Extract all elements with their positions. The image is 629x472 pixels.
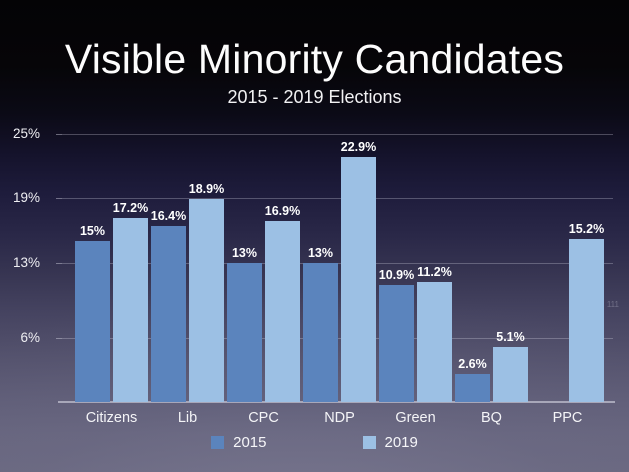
bar-value-label: 13% (231, 245, 258, 260)
gridline (62, 134, 613, 136)
bar-value-label: 22.9% (340, 139, 377, 154)
category-label-ndp: NDP (324, 410, 355, 426)
y-axis-tick-label: 6% (20, 329, 40, 345)
chart-legend: 2015 2019 (0, 430, 629, 454)
y-axis-tick-label: 19% (12, 190, 40, 206)
y-axis-tick-mark (56, 198, 62, 200)
bar-ndp-2019[interactable] (341, 156, 376, 402)
bar-cpc-2019[interactable] (265, 220, 300, 402)
y-axis-tick-label: 25% (12, 126, 40, 142)
bar-citizens-2019[interactable] (113, 217, 148, 402)
page-subtitle: 2015 - 2019 Elections (227, 87, 402, 107)
bar-value-label: 13% (307, 245, 334, 260)
category-label-citizens: Citizens (85, 410, 138, 426)
category-label-bq: BQ (481, 410, 502, 426)
bar-ppc-2019[interactable] (569, 239, 604, 402)
legend-swatch-icon (362, 435, 376, 449)
category-label-ppc: PPC (552, 410, 583, 426)
bar-bq-2015[interactable] (455, 374, 490, 402)
bar-chart-plot-area: 25% 19% 13% 6% 15% 17.2% 16.4% 18.9% 13% 16.9% 13… (13, 118, 615, 426)
category-label-lib: Lib (177, 410, 198, 426)
y-axis-tick-label: 13% (12, 254, 40, 270)
bar-ndp-2015[interactable] (303, 262, 338, 402)
bar-value-label: 16.9% (264, 203, 301, 218)
bar-value-label: 11.2% (417, 264, 452, 279)
x-axis-baseline (58, 401, 615, 403)
y-axis-tick-mark (56, 134, 62, 136)
legend-item-2015[interactable]: 2015 (211, 433, 267, 451)
bar-value-label: 10.9% (378, 268, 415, 283)
legend-item-2019[interactable]: 2019 (362, 433, 418, 451)
bar-value-label: 18.9% (188, 182, 225, 197)
bar-value-label: 17.2% (112, 200, 149, 215)
bar-lib-2019[interactable] (189, 199, 224, 402)
legend-label: 2019 (384, 433, 418, 451)
bar-green-2019[interactable] (417, 281, 452, 402)
slide-number: 111 (606, 300, 619, 309)
y-axis-tick-mark (56, 262, 62, 264)
page-title: Visible Minority Candidates (64, 36, 565, 82)
bar-value-label: 16.4% (150, 209, 187, 224)
bar-green-2015[interactable] (379, 285, 414, 402)
bar-value-label: 5.1% (496, 330, 525, 345)
bar-value-label: 15.2% (568, 222, 605, 237)
y-axis-tick-mark (56, 337, 62, 339)
category-label-cpc: CPC (248, 410, 279, 426)
bar-lib-2015[interactable] (151, 226, 186, 402)
gridline (62, 198, 613, 200)
legend-swatch-icon (211, 435, 225, 449)
bar-cpc-2015[interactable] (227, 262, 262, 402)
bar-bq-2019[interactable] (493, 347, 528, 402)
bar-value-label: 15% (79, 224, 106, 239)
legend-label: 2015 (233, 433, 267, 451)
category-label-green: Green (395, 410, 436, 426)
bar-value-label: 2.6% (458, 357, 487, 372)
bar-citizens-2015[interactable] (75, 241, 110, 402)
